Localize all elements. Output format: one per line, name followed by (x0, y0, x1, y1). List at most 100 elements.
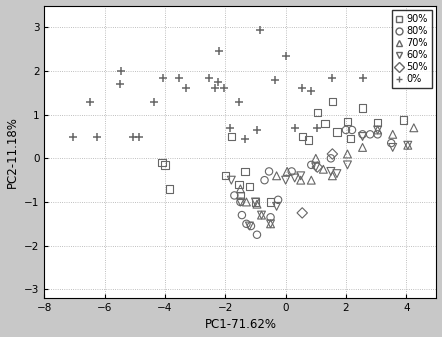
Point (308, 162, 315, 167)
Point (118, 68, 125, 74)
X-axis label: PC1-71.62%: PC1-71.62% (204, 318, 276, 332)
Point (374, 127, 381, 133)
Point (308, 178, 315, 183)
Point (314, 110, 321, 115)
Point (258, 212, 265, 218)
Point (256, 27, 263, 32)
Point (226, 125, 233, 130)
Point (252, 199, 259, 205)
Point (94, 134, 101, 139)
Point (258, 212, 265, 218)
Point (347, 136, 354, 142)
Point (400, 117, 407, 123)
Point (267, 221, 274, 226)
Point (329, 99, 336, 104)
Point (237, 199, 244, 205)
Point (252, 199, 259, 205)
Point (130, 134, 137, 139)
Point (359, 134, 366, 139)
Point (228, 178, 235, 183)
Point (261, 178, 268, 183)
Point (175, 75, 182, 80)
Point (389, 145, 396, 150)
Point (243, 221, 250, 226)
Point (267, 221, 274, 226)
Point (237, 186, 244, 192)
Point (359, 75, 366, 80)
Point (389, 132, 396, 137)
Point (374, 132, 381, 137)
Point (273, 204, 280, 209)
Point (205, 75, 212, 80)
Point (271, 77, 278, 83)
Point (253, 127, 260, 133)
Point (348, 127, 355, 133)
Point (320, 166, 327, 172)
Point (220, 86, 227, 91)
Point (243, 199, 250, 205)
Point (359, 132, 366, 137)
Point (211, 86, 218, 91)
Point (312, 164, 319, 170)
Y-axis label: PC2-11.18%: PC2-11.18% (6, 116, 19, 188)
Point (238, 212, 245, 218)
Point (231, 193, 238, 198)
Point (246, 223, 253, 229)
Point (366, 132, 373, 137)
Point (282, 178, 289, 183)
Point (166, 186, 173, 192)
Point (297, 178, 304, 183)
Point (314, 164, 321, 170)
Point (284, 169, 291, 174)
Point (328, 156, 335, 161)
Point (161, 162, 168, 167)
Point (235, 99, 242, 104)
Point (321, 121, 328, 126)
Point (151, 99, 158, 104)
Point (299, 134, 306, 139)
Point (305, 137, 312, 143)
Point (329, 75, 336, 80)
Point (344, 151, 351, 157)
Point (274, 197, 282, 203)
Point (299, 86, 306, 91)
Point (288, 169, 295, 174)
Point (404, 143, 412, 148)
Point (312, 156, 319, 161)
Point (374, 127, 381, 133)
Point (267, 199, 274, 205)
Point (297, 173, 304, 179)
Point (333, 171, 340, 176)
Point (266, 169, 273, 174)
Point (314, 125, 321, 130)
Point (69, 134, 76, 139)
Point (183, 86, 190, 91)
Point (222, 173, 229, 179)
Point (267, 215, 274, 220)
Point (410, 125, 417, 130)
Point (359, 145, 366, 150)
Point (344, 119, 351, 124)
Point (86, 99, 93, 104)
Point (328, 169, 335, 174)
Point (388, 141, 395, 146)
Point (235, 182, 242, 187)
Legend: 90%, 80%, 70%, 60%, 50%, 0%: 90%, 80%, 70%, 60%, 50%, 0% (392, 10, 431, 88)
Point (329, 173, 336, 179)
Point (237, 193, 244, 198)
Point (343, 127, 350, 133)
Point (241, 136, 248, 142)
Point (116, 82, 123, 87)
Point (237, 199, 244, 205)
Point (136, 134, 143, 139)
Point (299, 210, 306, 216)
Point (158, 160, 165, 165)
Point (359, 105, 366, 111)
Point (248, 223, 255, 229)
Point (282, 53, 289, 58)
Point (291, 175, 298, 181)
Point (214, 79, 221, 85)
Point (273, 173, 280, 179)
Point (344, 162, 351, 167)
Point (333, 129, 340, 135)
